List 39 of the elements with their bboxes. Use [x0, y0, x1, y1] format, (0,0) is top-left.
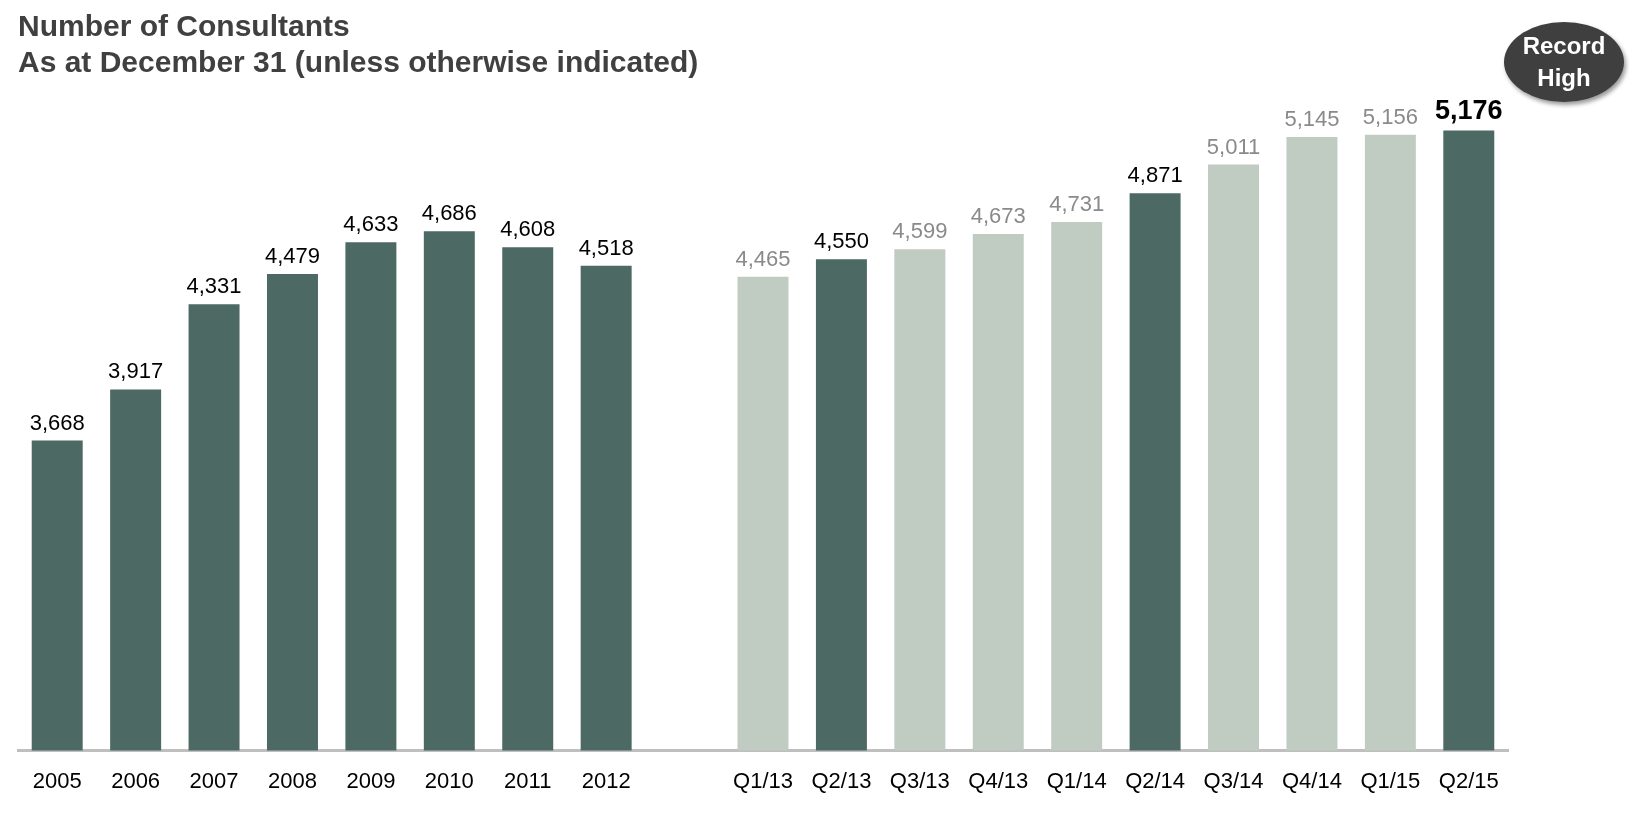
- data-label: 4,479: [264, 242, 320, 268]
- x-tick-label: 2010: [424, 767, 474, 793]
- data-label: 4,608: [500, 216, 556, 242]
- x-tick-label: 2005: [32, 767, 82, 793]
- data-label: 3,917: [108, 358, 164, 384]
- x-tick-label: 2009: [346, 767, 396, 793]
- data-label: 4,871: [1127, 162, 1183, 188]
- x-tick-label: Q3/14: [1203, 767, 1264, 793]
- data-label: 4,673: [970, 203, 1026, 229]
- data-label: 5,145: [1284, 106, 1340, 132]
- data-label: 4,686: [421, 200, 477, 226]
- data-label: 5,156: [1362, 103, 1418, 129]
- x-tick-label: Q1/13: [733, 767, 793, 793]
- chart-subtitle: As at December 31 (unless otherwise indicated): [18, 45, 699, 79]
- x-tick-label: Q2/13: [811, 767, 872, 793]
- text: Record High: [1504, 22, 1624, 102]
- x-tick-label: Q2/15: [1438, 767, 1499, 793]
- x-tick-label: 2007: [189, 767, 239, 793]
- x-tick-label: 2011: [504, 767, 552, 793]
- x-tick-label: Q3/13: [889, 767, 950, 793]
- data-label: 4,731: [1049, 191, 1105, 217]
- x-tick-label: Q4/14: [1281, 767, 1342, 793]
- x-tick-label: Q2/14: [1125, 767, 1186, 793]
- data-label: 4,633: [343, 211, 399, 237]
- x-tick-label: Q1/14: [1046, 767, 1107, 793]
- x-tick-label: Q1/15: [1360, 767, 1421, 793]
- x-tick-label: Q4/13: [968, 767, 1029, 793]
- data-label: 4,465: [735, 245, 791, 271]
- data-label: 5,011: [1206, 133, 1261, 159]
- x-tick-label: 2012: [581, 767, 631, 793]
- data-label: 4,550: [813, 228, 869, 254]
- data-label: 4,331: [186, 273, 242, 299]
- x-tick-label: 2008: [268, 767, 317, 793]
- data-label: 4,518: [578, 234, 634, 260]
- data-label: 3,668: [29, 409, 85, 435]
- data-label: 5,176: [1435, 94, 1503, 125]
- chart-title: Number of Consultants: [18, 9, 350, 43]
- data-label: 4,599: [892, 218, 948, 244]
- x-tick-label: 2006: [111, 767, 161, 793]
